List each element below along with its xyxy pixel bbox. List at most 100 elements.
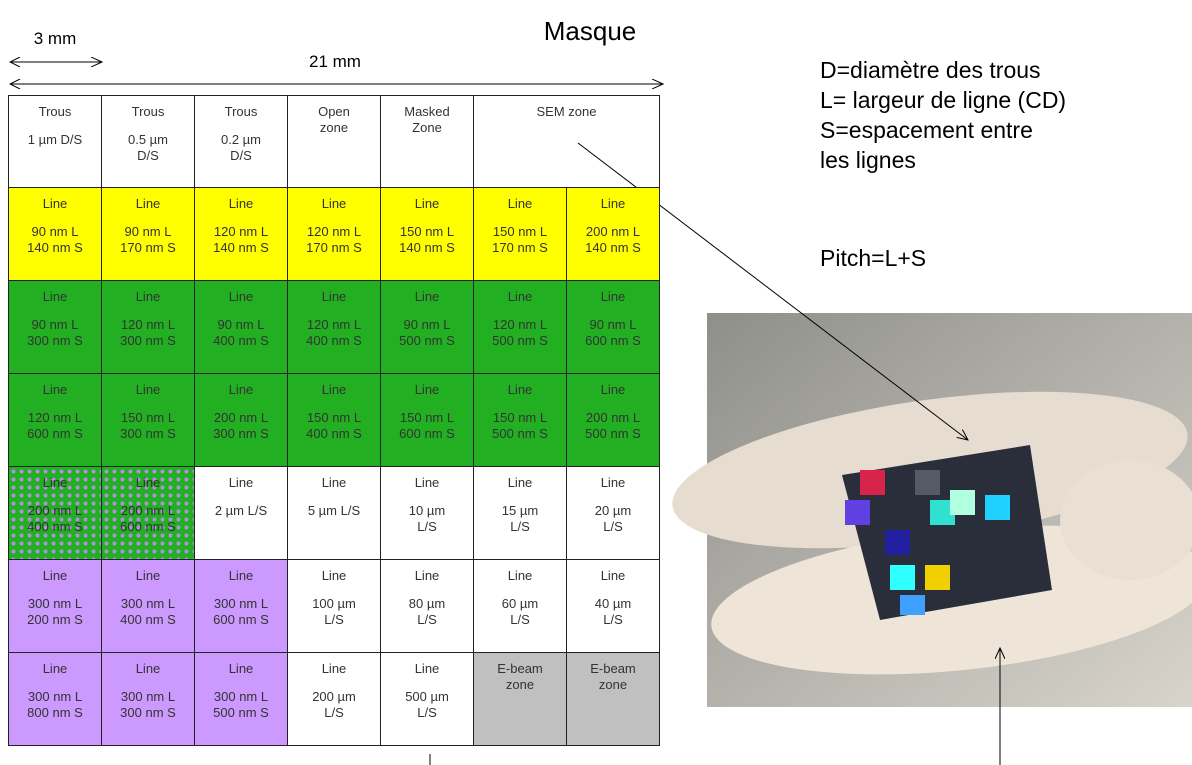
cell-text: 300 nm L — [213, 596, 269, 611]
cell: Line 300 nm L 300 nm S — [101, 652, 195, 746]
cell-text: 150 nm L — [492, 410, 548, 425]
cell-text: 600 nm S — [120, 519, 176, 534]
cell-text: L/S — [417, 612, 437, 627]
cell: Line 2 µm L/S — [194, 466, 288, 560]
cell-text: zone — [505, 677, 535, 692]
cell-text: 120 nm L — [27, 410, 83, 425]
header-row: Trous 1 µm D/S Trous 0.5 µm D/S Trous 0.2 µm D/… — [8, 95, 660, 188]
cell-text: 200 µm — [312, 689, 356, 704]
cell: Line 90 nm L 300 nm S — [8, 280, 102, 374]
row: Line 300 nm L 800 nm S Line 300 nm L 300 nm S… — [8, 652, 660, 746]
cell: Trous 1 µm D/S — [8, 95, 102, 188]
cell: Line 150 nm L 300 nm S — [101, 373, 195, 467]
cell-text: 150 nm L — [399, 410, 455, 425]
cell-title: Line — [414, 289, 440, 304]
cell-text: 600 nm S — [27, 426, 83, 441]
cell-text: 500 nm S — [492, 333, 548, 348]
cell-title: Trous — [38, 104, 72, 119]
cell: Line 90 nm L 500 nm S — [380, 280, 474, 374]
cell-text: 2 µm L/S — [214, 503, 268, 518]
cell-text: 300 nm S — [120, 426, 176, 441]
cell: Line 90 nm L 400 nm S — [194, 280, 288, 374]
cell-title: Line — [414, 475, 440, 490]
row: Line 120 nm L 600 nm S Line 150 nm L 300 nm S… — [8, 373, 660, 467]
cell-text: 120 nm L — [213, 224, 269, 239]
cell-text: L/S — [417, 705, 437, 720]
cell-title: Line — [414, 196, 440, 211]
cell-text: 80 µm — [408, 596, 446, 611]
cell: Line 200 µm L/S — [287, 652, 381, 746]
mask-table: Trous 1 µm D/S Trous 0.5 µm D/S Trous 0.2 µm D/… — [8, 95, 660, 746]
cell-text: 600 nm S — [585, 333, 641, 348]
cell-text: E-beam — [590, 661, 636, 676]
photo — [672, 313, 1192, 707]
cell-text: 200 nm L — [213, 410, 269, 425]
cell-title: Line — [228, 475, 254, 490]
cell-text: D/S — [230, 148, 252, 163]
cell-text: 300 nm S — [120, 705, 176, 720]
cell-text: 200 nm L — [585, 410, 641, 425]
cell-title: Line — [600, 289, 626, 304]
cell-text: 20 µm — [594, 503, 632, 518]
cell-text: 15 µm — [501, 503, 539, 518]
cell: Line 300 nm L 600 nm S — [194, 559, 288, 653]
cell-text: 200 nm S — [27, 612, 83, 627]
cell-text: zone — [598, 677, 628, 692]
cell-text: 140 nm S — [27, 240, 83, 255]
cell-text: 500 µm — [405, 689, 449, 704]
cell-text: 500 nm S — [399, 333, 455, 348]
cell-text: L/S — [603, 612, 623, 627]
cell-text: 120 nm L — [492, 317, 548, 332]
cell-title: Line — [507, 289, 533, 304]
legend-line: D=diamètre des trous — [820, 57, 1041, 83]
cell-title: Line — [135, 382, 161, 397]
cell-text: 170 nm S — [492, 240, 548, 255]
cell-text: 400 nm S — [27, 519, 83, 534]
cell-text: 140 nm S — [213, 240, 269, 255]
cell: Line 120 nm L 300 nm S — [101, 280, 195, 374]
cell: Line 120 nm L 140 nm S — [194, 187, 288, 281]
row: Line 200 nm L 400 nm S Line 200 nm L 600 nm S… — [8, 466, 660, 560]
cell: Line 300 nm L 800 nm S — [8, 652, 102, 746]
cell-text: 60 µm — [501, 596, 539, 611]
cell-text: 400 nm S — [213, 333, 269, 348]
cell: Line 200 nm L 600 nm S — [101, 466, 195, 560]
cell-title: Line — [600, 475, 626, 490]
cell-title: Line — [42, 661, 68, 676]
cell-text: 90 nm L — [217, 317, 265, 332]
cell-title: Line — [321, 661, 347, 676]
cell-text: 150 nm L — [306, 410, 362, 425]
cell: Line 150 nm L 600 nm S — [380, 373, 474, 467]
cell: Line 60 µm L/S — [473, 559, 567, 653]
cell: Line 300 nm L 500 nm S — [194, 652, 288, 746]
cell-text: 800 nm S — [27, 705, 83, 720]
cell-text: L/S — [510, 612, 530, 627]
cell: Line 120 nm L 500 nm S — [473, 280, 567, 374]
cell-text: 1 µm D/S — [27, 132, 83, 147]
cell-title: Line — [135, 196, 161, 211]
cell: Line 90 nm L 140 nm S — [8, 187, 102, 281]
cell-title: Line — [600, 196, 626, 211]
cell-title: Line — [135, 568, 161, 583]
row: Line 90 nm L 140 nm S Line 90 nm L 170 nm S Li… — [8, 187, 660, 281]
cell: Line 200 nm L 140 nm S — [566, 187, 660, 281]
cell-text: D/S — [137, 148, 159, 163]
cell: Line 20 µm L/S — [566, 466, 660, 560]
cell-title: Line — [321, 196, 347, 211]
cell: Masked Zone — [380, 95, 474, 188]
cell: Line 300 nm L 400 nm S — [101, 559, 195, 653]
cell: Line 120 nm L 170 nm S — [287, 187, 381, 281]
cell-text: 90 nm L — [124, 224, 172, 239]
cell-title: Line — [321, 475, 347, 490]
cell-title: Line — [135, 475, 161, 490]
cell-title: Line — [42, 382, 68, 397]
cell-text: SEM zone — [536, 104, 597, 119]
cell-text: 40 µm — [594, 596, 632, 611]
cell-title: Line — [507, 196, 533, 211]
cell-text: 140 nm S — [399, 240, 455, 255]
cell-text: 200 nm L — [27, 503, 83, 518]
cell-title: Trous — [224, 104, 258, 119]
cell-text: L/S — [603, 519, 623, 534]
